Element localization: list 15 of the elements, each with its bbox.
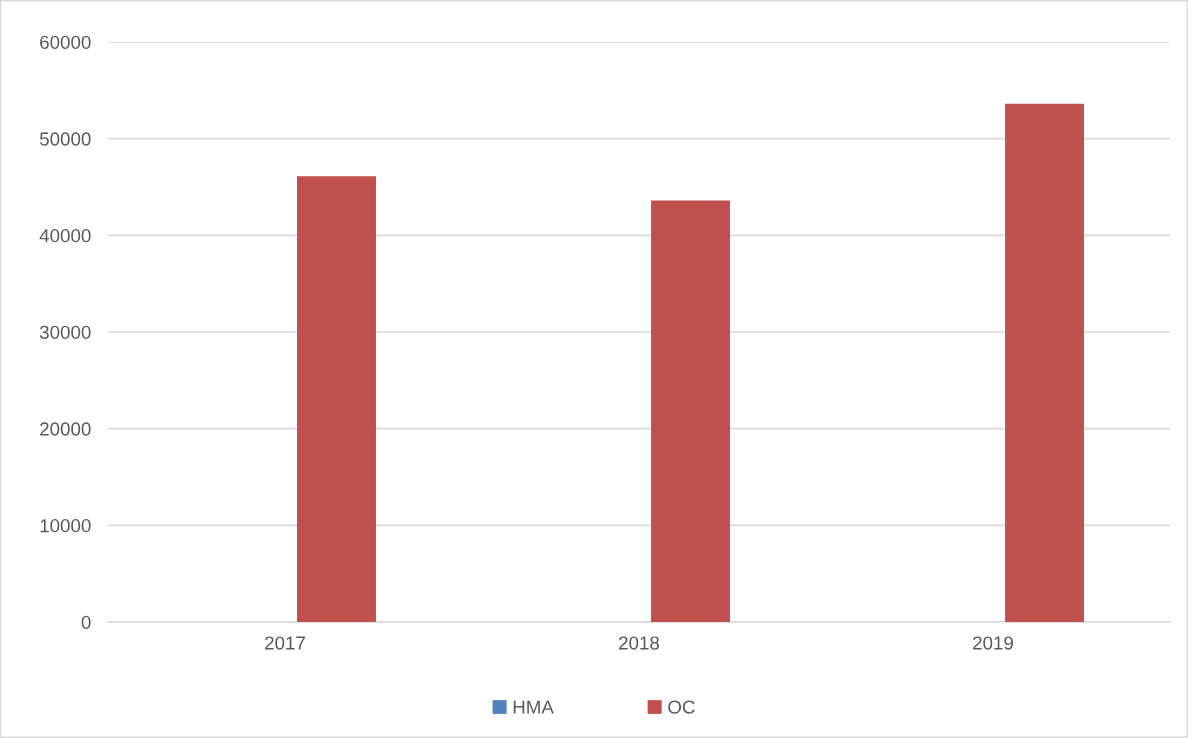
x-tick-label: 2018 bbox=[619, 636, 660, 650]
x-tick-label: 2017 bbox=[265, 636, 305, 650]
y-tick-label: 40000 bbox=[39, 229, 91, 243]
y-tick-label: 50000 bbox=[39, 132, 91, 146]
bar bbox=[1005, 103, 1084, 622]
y-tick-label: 60000 bbox=[40, 35, 91, 49]
x-tick-label: 2019 bbox=[973, 636, 1013, 650]
y-tick-label: 30000 bbox=[39, 325, 91, 339]
legend-label: HMA bbox=[513, 700, 554, 714]
bar bbox=[297, 176, 376, 622]
y-tick-label: 10000 bbox=[40, 519, 91, 533]
y-tick-label: 0 bbox=[81, 615, 91, 629]
bar bbox=[651, 200, 730, 622]
legend-label: OC bbox=[668, 700, 695, 714]
y-tick-label: 20000 bbox=[40, 422, 91, 436]
